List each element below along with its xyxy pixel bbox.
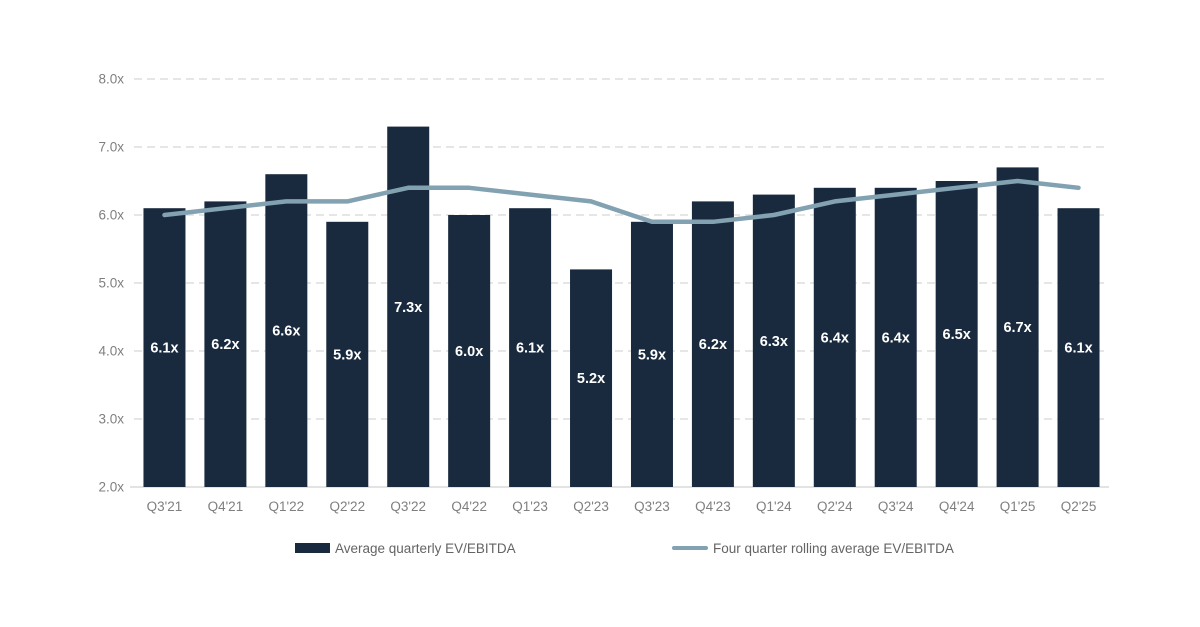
bar bbox=[935, 181, 978, 487]
bar bbox=[143, 208, 186, 487]
bar-value-label: 6.1x bbox=[150, 341, 178, 357]
y-axis-tick-label: 5.0x bbox=[98, 276, 124, 291]
bar bbox=[326, 221, 369, 488]
legend-item-rolling-average: Four quarter rolling average EV/EBITDA bbox=[672, 540, 954, 556]
x-axis-tick-label: Q3'22 bbox=[390, 499, 426, 514]
bar bbox=[509, 208, 552, 487]
x-axis-tick-label: Q2'25 bbox=[1061, 499, 1097, 514]
x-axis-tick-label: Q4'23 bbox=[695, 499, 731, 514]
x-axis-tick-label: Q3'21 bbox=[147, 499, 183, 514]
y-axis-tick-label: 3.0x bbox=[98, 412, 124, 427]
bar bbox=[1057, 208, 1100, 487]
legend-item-average-quarterly: Average quarterly EV/EBITDA bbox=[295, 540, 516, 556]
bar-value-label: 6.1x bbox=[1064, 341, 1092, 357]
x-axis-tick-label: Q4'21 bbox=[208, 499, 244, 514]
bar-value-label: 6.4x bbox=[821, 330, 849, 346]
x-axis-tick-label: Q2'24 bbox=[817, 499, 853, 514]
bar-value-label: 7.3x bbox=[394, 300, 422, 316]
legend-label-rolling-average: Four quarter rolling average EV/EBITDA bbox=[713, 540, 954, 556]
x-axis-tick-label: Q4'22 bbox=[451, 499, 487, 514]
bar-value-label: 6.2x bbox=[699, 337, 727, 353]
bar bbox=[570, 269, 613, 487]
bar-value-label: 6.4x bbox=[882, 330, 910, 346]
legend-label-average-quarterly: Average quarterly EV/EBITDA bbox=[335, 540, 516, 556]
bar-value-label: 6.3x bbox=[760, 334, 788, 350]
y-axis-tick-label: 4.0x bbox=[98, 344, 124, 359]
bar bbox=[448, 215, 491, 487]
bar-value-label: 6.1x bbox=[516, 341, 544, 357]
bar-value-label: 6.2x bbox=[211, 337, 239, 353]
bar-value-label: 6.0x bbox=[455, 344, 483, 360]
bar-value-label: 5.9x bbox=[333, 347, 361, 363]
x-axis-tick-label: Q3'23 bbox=[634, 499, 670, 514]
bar-series-swatch bbox=[295, 543, 330, 553]
bar-value-label: 6.6x bbox=[272, 324, 300, 340]
bar-value-label: 5.9x bbox=[638, 347, 666, 363]
x-axis-tick-label: Q2'22 bbox=[329, 499, 365, 514]
bar bbox=[691, 201, 734, 487]
line-series-swatch bbox=[672, 546, 708, 550]
rolling-average-line bbox=[162, 178, 1081, 225]
y-axis-tick-label: 8.0x bbox=[98, 72, 124, 87]
x-axis-tick-label: Q4'24 bbox=[939, 499, 975, 514]
bar-value-label: 6.7x bbox=[1003, 320, 1031, 336]
x-axis-tick-label: Q2'23 bbox=[573, 499, 609, 514]
bar bbox=[265, 174, 308, 487]
x-axis-tick-label: Q3'24 bbox=[878, 499, 914, 514]
y-axis-tick-label: 2.0x bbox=[98, 480, 124, 495]
bar bbox=[752, 194, 795, 487]
bar bbox=[630, 221, 673, 488]
bar bbox=[874, 187, 917, 488]
bar bbox=[996, 167, 1039, 487]
x-axis-tick-label: Q1'23 bbox=[512, 499, 548, 514]
bar-value-label: 6.5x bbox=[943, 327, 971, 343]
y-axis-tick-label: 6.0x bbox=[98, 208, 124, 223]
x-axis-tick-label: Q1'25 bbox=[1000, 499, 1036, 514]
bar bbox=[204, 201, 247, 487]
x-axis-tick-label: Q1'22 bbox=[269, 499, 305, 514]
bar bbox=[813, 187, 856, 488]
x-axis-tick-label: Q1'24 bbox=[756, 499, 792, 514]
y-axis-tick-label: 7.0x bbox=[98, 140, 124, 155]
bar-value-label: 5.2x bbox=[577, 371, 605, 387]
